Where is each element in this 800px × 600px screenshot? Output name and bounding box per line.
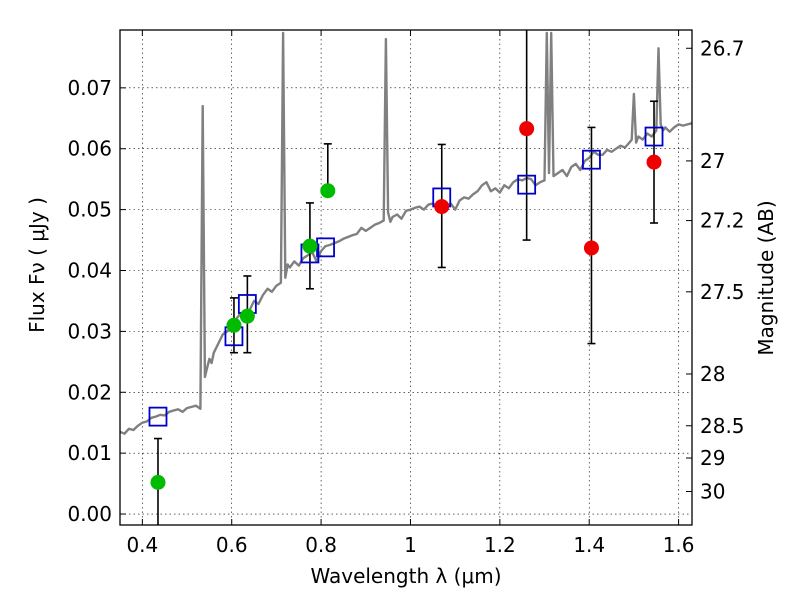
y-tick-label: 0.01 — [67, 441, 112, 465]
y-tick-label: 0.00 — [67, 502, 112, 526]
y-tick-label: 0.04 — [67, 258, 112, 282]
model-square-marker — [517, 174, 537, 195]
green-data-point — [239, 308, 255, 324]
plot-background — [120, 30, 692, 525]
right-axis-label: Magnitude (AB) — [754, 200, 778, 355]
y-tick-label: 0.06 — [67, 137, 112, 161]
green-data-point — [150, 474, 166, 490]
red-data-point — [646, 154, 662, 170]
green-data-point — [302, 238, 318, 254]
right-tick-label: 28 — [700, 362, 725, 386]
y-tick-label: 0.07 — [67, 76, 112, 100]
red-data-point — [434, 199, 450, 215]
y-tick-label: 0.03 — [67, 319, 112, 343]
x-tick-label: 1.6 — [663, 533, 695, 557]
green-data-point — [226, 317, 242, 333]
x-tick-label: 1 — [404, 533, 417, 557]
spectrum-line — [119, 31, 693, 435]
right-tick-label: 27 — [700, 149, 725, 173]
x-tick-label: 0.6 — [216, 533, 248, 557]
model-square-marker — [582, 149, 601, 170]
y-tick-label: 0.05 — [67, 198, 112, 222]
x-axis-label: Wavelength λ (μm) — [310, 564, 501, 588]
red-data-point — [583, 240, 599, 256]
right-tick-label: 27.5 — [700, 280, 745, 304]
right-tick-label: 28.5 — [700, 414, 745, 438]
green-data-point — [320, 183, 336, 199]
plot-frame — [119, 29, 693, 526]
y-axis-label: Flux Fν ( μJy ) — [25, 197, 49, 333]
grid — [120, 30, 692, 525]
right-tick-label: 29 — [700, 446, 725, 470]
x-tick-label: 1.4 — [573, 533, 605, 557]
model-square-marker — [644, 126, 664, 147]
right-tick-label: 26.7 — [700, 36, 745, 60]
y-tick-label: 0.02 — [67, 380, 112, 404]
right-tick-label: 27.2 — [700, 209, 745, 233]
series-layer — [119, 30, 693, 525]
model-square-marker — [148, 406, 168, 427]
x-tick-label: 0.4 — [126, 533, 158, 557]
red-data-point — [519, 121, 535, 137]
right-tick-label: 30 — [700, 480, 725, 504]
x-tick-label: 1.2 — [484, 533, 516, 557]
ticks: 0.4 0.6 0.8 1 1.2 1.4 1.6 0.00 0.01 0.02 0.03 0.04 0… — [67, 30, 745, 557]
x-tick-label: 0.8 — [305, 533, 337, 557]
